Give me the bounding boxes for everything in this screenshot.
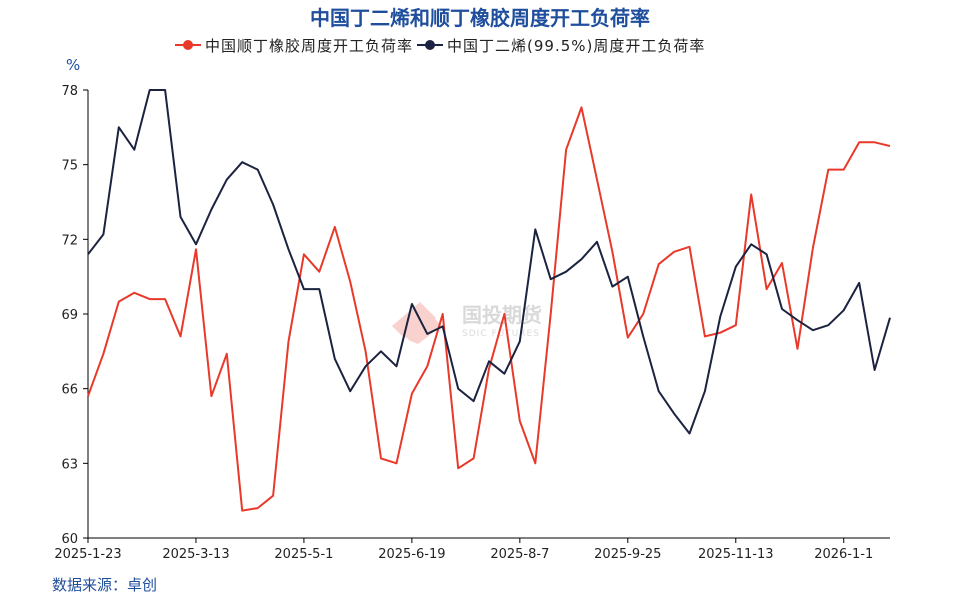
y-axis-unit: % (66, 56, 81, 74)
legend-item-series1: 中国顺丁橡胶周度开工负荷率 (175, 35, 413, 56)
y-tick-label: 69 (61, 308, 78, 323)
y-tick-label: 72 (61, 233, 78, 248)
watermark-logo-icon (392, 302, 442, 344)
watermark: 国投期货 SDIC FUTURES (392, 302, 542, 344)
legend-label-series1: 中国顺丁橡胶周度开工负荷率 (205, 36, 414, 55)
legend: 中国顺丁橡胶周度开工负荷率 中国丁二烯(99.5%)周度开工负荷率 (175, 34, 709, 56)
series-lines (87, 89, 891, 512)
y-tick-label: 63 (61, 457, 78, 472)
axes: 60 63 66 69 72 75 78 2025-1-23 2025-3-13 2025-5-1… (54, 84, 890, 562)
legend-label-series2: 中国丁二烯(99.5%)周度开工负荷率 (447, 36, 706, 55)
x-tick-label: 2025-9-25 (594, 547, 661, 562)
x-tick-label: 2026-1-1 (814, 547, 873, 562)
y-tick-label: 60 (61, 532, 78, 547)
legend-swatch-series2 (417, 38, 444, 52)
y-tick-label: 75 (61, 159, 78, 174)
legend-item-series2: 中国丁二烯(99.5%)周度开工负荷率 (417, 35, 705, 56)
legend-swatch-series1 (175, 38, 201, 52)
series-line-2 (87, 89, 891, 435)
x-tick-label: 2025-5-1 (274, 547, 333, 562)
x-tick-label: 2025-1-23 (54, 547, 121, 562)
x-tick-label: 2025-8-7 (490, 547, 549, 562)
x-tick-label: 2025-6-19 (378, 547, 445, 562)
data-source: 数据来源：卓创 (52, 576, 158, 594)
x-tick-label: 2025-11-13 (698, 547, 774, 562)
watermark-en: SDIC FUTURES (462, 329, 540, 339)
x-tick-label: 2025-3-13 (162, 547, 229, 562)
chart-title: 中国丁二烯和顺丁橡胶周度开工负荷率 (310, 6, 650, 30)
y-tick-label: 66 (61, 383, 78, 398)
y-tick-label: 78 (61, 84, 78, 99)
series-line-1 (87, 106, 891, 512)
